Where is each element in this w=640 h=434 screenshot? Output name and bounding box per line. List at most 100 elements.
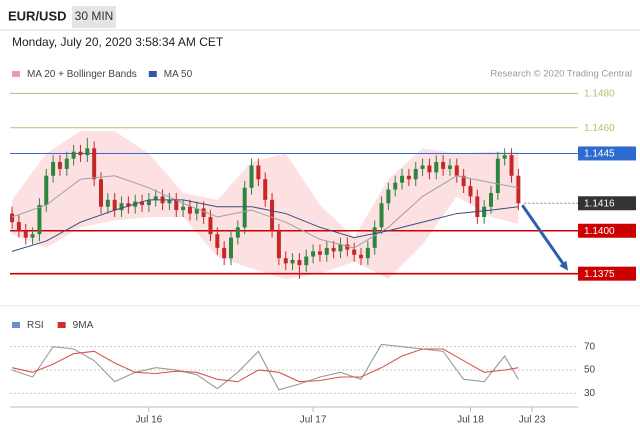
candle-body (99, 179, 103, 207)
candle-body (57, 162, 62, 169)
legend-swatch (12, 71, 20, 77)
candle-body (345, 244, 350, 250)
candle-body (64, 158, 69, 169)
candle-body (427, 165, 432, 173)
candle-body (126, 203, 131, 207)
candle-body (434, 162, 439, 173)
candle-body (23, 230, 28, 238)
candle-body (270, 199, 275, 231)
candle-body (331, 247, 336, 252)
ma-line (11, 175, 519, 249)
x-tick-label: Jul 18 (457, 415, 484, 426)
candle-body (447, 165, 452, 169)
candle-body (119, 203, 124, 211)
candle-body (468, 186, 473, 197)
candle-body (242, 187, 247, 228)
legend-label: MA 20 + Bollinger Bands (27, 69, 137, 80)
candle-body (352, 249, 357, 255)
x-tick-label: Jul 16 (136, 415, 163, 426)
candle-body (10, 213, 15, 223)
ma-line (11, 199, 519, 252)
bollinger-band (388, 148, 423, 279)
level-label-box (578, 196, 636, 211)
candle-body (112, 199, 117, 211)
candle-body (502, 155, 507, 159)
candle-body (338, 244, 343, 252)
candle-body (194, 208, 199, 214)
candle-body (475, 196, 480, 217)
bollinger-band (456, 151, 491, 217)
candle-body (187, 206, 192, 214)
candle-body (406, 175, 411, 180)
candle-body (454, 165, 459, 176)
y-tick-label: 70 (584, 341, 596, 352)
candle-body (174, 199, 179, 211)
credit: Research © 2020 Trading Central (490, 69, 632, 80)
candle-body (153, 196, 158, 200)
legend-swatch (57, 322, 66, 328)
level-label: 1.1480 (584, 88, 615, 99)
candle-body (393, 182, 398, 190)
candle-body (85, 148, 90, 156)
candle-body (324, 247, 329, 255)
candle-body (249, 165, 254, 188)
candle-body (379, 203, 384, 228)
candle-body (372, 227, 377, 248)
level-label: 1.1445 (584, 149, 615, 160)
interval-box[interactable] (72, 6, 116, 28)
bollinger-band (319, 204, 355, 274)
candle-body (201, 208, 206, 217)
forecast-arrowhead (559, 260, 568, 271)
candle-body (297, 259, 302, 266)
candle-body (235, 227, 240, 238)
candle-body (489, 192, 493, 207)
legend-label: 9MA (73, 320, 94, 331)
candle-body (495, 158, 500, 193)
interval[interactable]: 30 MIN (75, 9, 114, 23)
level-label: 1.1416 (584, 198, 615, 209)
level-label-box (578, 146, 636, 161)
candle-body (386, 189, 391, 204)
candle-body (283, 258, 288, 264)
candle-body (105, 199, 110, 207)
candle-body (30, 234, 35, 238)
candle-body (51, 162, 56, 176)
bollinger-band (80, 131, 115, 228)
legend-label: RSI (27, 320, 44, 331)
candle-body (276, 230, 281, 259)
candle-body (140, 201, 145, 205)
bollinger-band (285, 153, 320, 279)
level-label: 1.1375 (584, 269, 615, 280)
candle-body (92, 148, 97, 180)
y-tick-label: 30 (584, 388, 596, 399)
timestamp: Monday, July 20, 2020 3:58:34 AM CET (12, 35, 224, 49)
candle-body (71, 151, 76, 159)
candle-body (509, 155, 514, 176)
candle-body (263, 179, 268, 200)
candle-body (208, 217, 213, 235)
forecast-arrow (521, 204, 567, 269)
candle-body (16, 222, 21, 231)
indicator-line (11, 348, 519, 383)
legend-swatch (12, 322, 20, 328)
indicator-line (11, 343, 519, 391)
legend-label: MA 50 (164, 69, 193, 80)
legend-swatch (148, 71, 157, 77)
candle-body (516, 175, 521, 204)
candle-body (482, 206, 487, 217)
level-label: 1.1460 (584, 123, 615, 134)
candle-body (317, 251, 322, 255)
candle-body (44, 175, 49, 205)
candle-body (78, 151, 83, 156)
level-label-box (578, 223, 636, 238)
candle-body (167, 199, 172, 204)
candle-body (461, 175, 466, 187)
candle-body (222, 247, 227, 259)
level-label: 1.1400 (584, 226, 615, 237)
candle-body (304, 256, 309, 266)
candle-body (420, 165, 425, 169)
bollinger-band (46, 131, 81, 248)
candle-body (311, 251, 316, 257)
candle-body (441, 162, 446, 169)
